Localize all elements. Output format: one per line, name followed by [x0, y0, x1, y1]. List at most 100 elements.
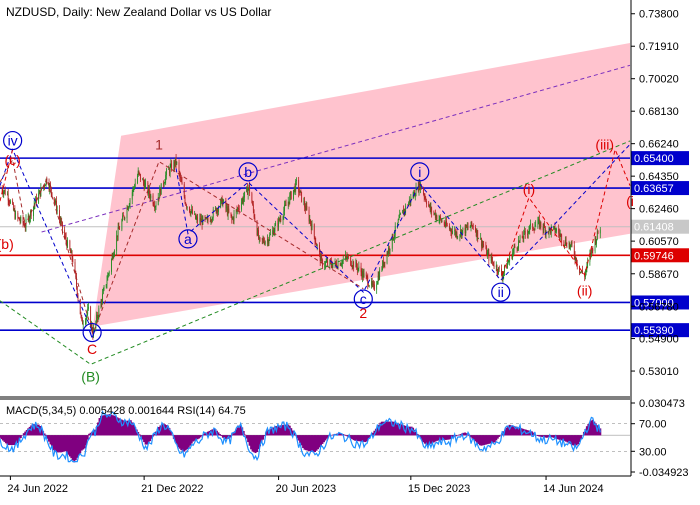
candle-body: [200, 218, 201, 221]
candle-body: [123, 216, 124, 217]
candle-body: [113, 255, 114, 258]
candle-body: [566, 245, 567, 247]
candle-body: [187, 207, 188, 208]
candle-body: [166, 169, 167, 175]
candle-body: [525, 231, 526, 234]
wave-label: iv: [8, 133, 18, 149]
candle-body: [212, 218, 213, 220]
candle-body: [274, 226, 275, 232]
symbol-title: NZDUSD, Daily: New Zealand Dollar vs US …: [6, 5, 271, 19]
candle-body: [456, 232, 457, 235]
candle-body: [239, 209, 240, 210]
candle-body: [575, 258, 576, 260]
candle-body: [387, 253, 388, 264]
candle-body: [87, 314, 88, 317]
candle-body: [575, 256, 576, 260]
candle-body: [400, 213, 401, 214]
candle-body: [289, 196, 290, 204]
candle-body: [114, 251, 115, 255]
macd-histogram-bar: [580, 435, 582, 439]
candle-body: [488, 253, 489, 254]
candle-body: [309, 210, 310, 222]
candle-body: [207, 218, 208, 219]
candle-body: [480, 238, 481, 239]
candle-body: [442, 221, 443, 222]
candle-body: [143, 180, 144, 183]
candle-body: [423, 189, 424, 194]
candle-body: [231, 216, 232, 219]
candle-body: [529, 226, 530, 230]
candle-body: [517, 248, 518, 249]
candle-body: [286, 205, 287, 206]
candle-body: [419, 181, 420, 191]
candle-body: [155, 207, 156, 208]
candle-body: [335, 261, 336, 264]
candle-body: [254, 210, 255, 217]
wave-label: (B): [81, 368, 100, 384]
candle-body: [487, 253, 488, 256]
candle-body: [278, 219, 279, 227]
candle-body: [389, 248, 390, 251]
candle-body: [159, 189, 160, 198]
candle-body: [311, 224, 312, 230]
candle-body: [13, 204, 14, 210]
last-price-label: 0.61408: [634, 222, 674, 234]
candle-body: [199, 218, 200, 221]
candle-body: [553, 226, 554, 227]
candle-body: [288, 202, 289, 206]
candle-body: [244, 192, 245, 198]
candle-body: [247, 187, 248, 195]
candle-body: [518, 240, 519, 247]
candle-body: [358, 268, 359, 270]
candle-body: [107, 275, 108, 280]
candle-body: [569, 244, 570, 247]
candle-body: [98, 308, 99, 317]
price-tick-label: 0.73800: [639, 9, 679, 21]
candle-body: [356, 262, 357, 267]
candle-body: [145, 183, 146, 184]
candle-body: [506, 266, 507, 269]
candle-body: [538, 219, 539, 220]
candle-body: [294, 187, 295, 190]
candle-body: [507, 263, 508, 268]
candle-body: [450, 229, 451, 230]
candle-body: [436, 215, 437, 218]
candle-body: [137, 176, 138, 183]
candle-body: [242, 199, 243, 202]
candle-body: [241, 202, 242, 209]
candle-body: [529, 230, 530, 232]
candle-body: [116, 235, 117, 250]
candle-body: [561, 235, 562, 242]
candle-body: [10, 201, 11, 204]
candle-body: [20, 220, 21, 221]
candle-body: [511, 256, 512, 259]
candle-body: [509, 261, 510, 262]
candle-body: [9, 200, 10, 201]
candle-body: [77, 287, 78, 295]
candle-body: [405, 206, 406, 211]
candle-body: [572, 242, 573, 245]
candle-body: [248, 189, 249, 195]
candle-body: [559, 233, 560, 235]
date-tick-label: 20 Jun 2023: [276, 483, 337, 495]
candle-body: [249, 185, 250, 193]
candle-body: [30, 211, 31, 218]
candle-body: [270, 234, 271, 235]
candle-body: [366, 273, 367, 276]
candle-body: [83, 324, 84, 325]
candle-body: [519, 240, 520, 241]
candle-body: [371, 281, 372, 285]
candle-body: [227, 207, 228, 215]
candle-body: [122, 216, 123, 221]
candle-body: [169, 169, 170, 173]
candle-body: [140, 174, 141, 180]
candle-body: [390, 249, 391, 251]
candle-body: [262, 238, 263, 239]
candle-body: [409, 200, 410, 203]
candle-body: [425, 198, 426, 202]
candle-body: [5, 190, 6, 195]
candle-body: [213, 210, 214, 218]
candle-body: [431, 207, 432, 212]
